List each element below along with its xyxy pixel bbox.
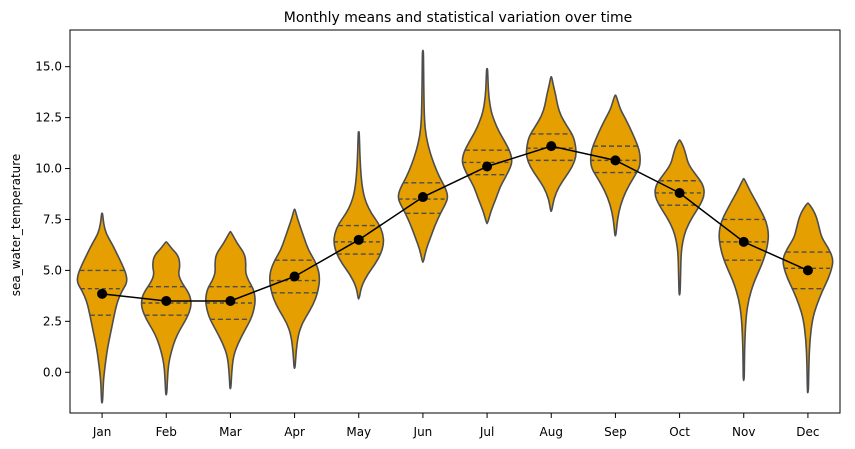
y-tick-label: 7.5	[43, 212, 62, 226]
x-tick-label: Jun	[413, 425, 433, 439]
violin-nov	[718, 177, 770, 382]
violin-jun	[397, 49, 449, 264]
mean-point-sep	[610, 155, 621, 166]
plot-frame	[69, 29, 841, 414]
x-tick-label: Jan	[92, 425, 112, 439]
chart-title: Monthly means and statistical variation …	[284, 10, 632, 26]
violin-body	[397, 49, 449, 264]
violin-jul	[461, 67, 513, 225]
mean-point-may	[353, 234, 364, 245]
violin-mar	[205, 230, 256, 390]
x-tick-label: Nov	[732, 425, 755, 439]
x-tick-label: Feb	[156, 425, 177, 439]
y-tick-label: 0.0	[43, 365, 62, 379]
x-tick-label: Mar	[219, 425, 242, 439]
mean-point-jul	[482, 161, 493, 172]
x-tick-label: Apr	[284, 425, 305, 439]
y-tick-label: 5.0	[43, 263, 62, 277]
mean-point-jan	[97, 288, 108, 299]
x-axis: Jan Feb Mar Apr May Jun Jul Aug Sep Oct Nov Dec	[92, 413, 820, 439]
violin-feb	[140, 241, 192, 396]
mean-point-aug	[546, 141, 557, 152]
y-tick-label: 10.0	[35, 162, 62, 176]
mean-point-feb	[161, 295, 172, 306]
violin-sep	[589, 94, 641, 237]
violin-may	[333, 131, 385, 300]
violin-body	[654, 139, 705, 296]
violin-dec	[782, 202, 834, 394]
violin-group	[76, 49, 834, 404]
x-tick-label: Sep	[604, 425, 627, 439]
mean-point-apr	[289, 271, 300, 282]
x-tick-label: Jul	[479, 425, 494, 439]
mean-line	[102, 145, 809, 302]
violin-body	[782, 202, 834, 394]
x-tick-label: Aug	[540, 425, 563, 439]
violin-body	[140, 241, 192, 396]
mean-point-dec	[802, 265, 813, 276]
violin-body	[76, 212, 128, 404]
violin-body	[718, 177, 770, 382]
y-axis-label: sea_water_temperature	[9, 154, 23, 297]
y-tick-label: 2.5	[43, 314, 62, 328]
mean-layer	[97, 141, 813, 306]
violin-body	[461, 67, 513, 225]
violin-body	[268, 208, 321, 369]
mean-point-oct	[674, 187, 685, 198]
y-axis: 0.0 2.5 5.0 7.5 10.0 12.5 15.0	[35, 60, 70, 379]
mean-point-mar	[225, 295, 236, 306]
violin-body	[333, 131, 385, 300]
y-tick-label: 15.0	[35, 60, 62, 74]
violin-oct	[654, 139, 705, 296]
x-tick-label: Dec	[796, 425, 819, 439]
violin-jan	[76, 212, 128, 404]
mean-point-jun	[417, 192, 428, 203]
x-tick-label: Oct	[669, 425, 690, 439]
mean-point-nov	[738, 236, 749, 247]
violin-body	[205, 230, 256, 390]
x-tick-label: May	[346, 425, 371, 439]
violin-apr	[268, 208, 321, 369]
y-tick-label: 12.5	[35, 111, 62, 125]
violin-body	[589, 94, 641, 237]
